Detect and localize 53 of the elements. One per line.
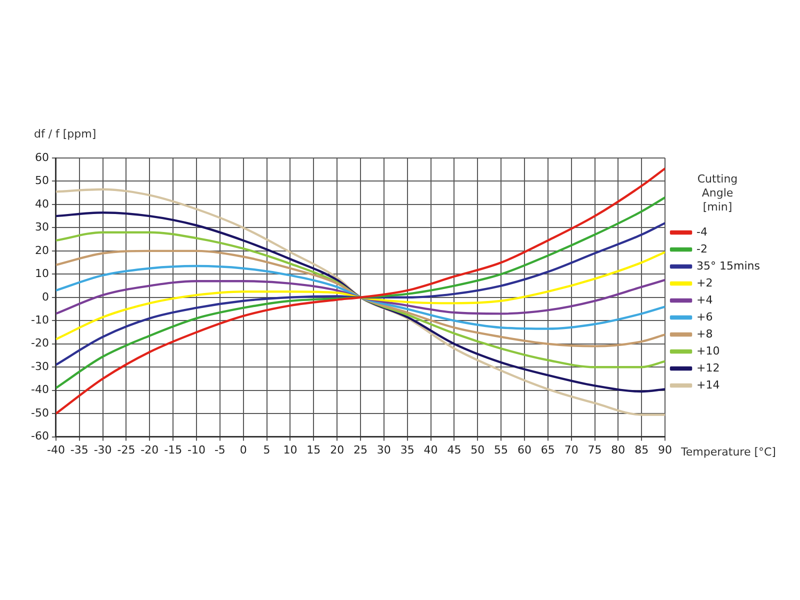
x-tick-label: 10	[283, 443, 298, 456]
x-tick-label: 35	[400, 443, 414, 456]
legend-title: Cutting Angle [min]	[697, 172, 738, 214]
x-tick-label: 70	[564, 443, 578, 456]
x-tick-label: 40	[424, 443, 438, 456]
y-tick-label: -20	[31, 336, 49, 350]
x-tick-label: -5	[214, 443, 226, 456]
x-tick-label: 50	[470, 443, 485, 456]
x-tick-label: 30	[376, 443, 391, 456]
y-tick-label: 10	[34, 267, 49, 280]
x-tick-label: 55	[494, 443, 508, 456]
y-tick-label: -10	[31, 313, 49, 326]
y-tick-label: 0	[42, 290, 49, 304]
legend-label: +12	[696, 361, 720, 374]
x-tick-label: 20	[330, 443, 344, 456]
y-tick-label: 50	[34, 174, 49, 188]
legend-label: +2	[696, 276, 713, 290]
legend-label: +6	[696, 310, 713, 324]
legend-label: -2	[696, 242, 708, 256]
x-tick-label: 65	[540, 443, 555, 456]
x-tick-label: 5	[263, 443, 270, 456]
legend-label: +14	[696, 378, 720, 392]
x-tick-label: -10	[188, 443, 206, 456]
x-tick-label: 80	[611, 443, 626, 456]
x-tick-label: 90	[658, 443, 672, 456]
legend-label: +10	[696, 344, 720, 358]
x-tick-label: -35	[70, 443, 88, 456]
y-tick-label: -50	[31, 406, 49, 420]
y-tick-label: 40	[34, 197, 49, 210]
y-tick-label: -40	[31, 383, 49, 396]
legend-label: +4	[696, 293, 713, 306]
x-tick-label: 25	[354, 443, 368, 456]
legend-label: -4	[696, 225, 708, 238]
legend-label: 35° 15mins	[696, 259, 760, 272]
y-tick-label: 60	[34, 150, 49, 164]
x-tick-label: -20	[140, 443, 159, 456]
x-tick-label: -25	[117, 443, 136, 456]
x-tick-label: -30	[94, 443, 112, 456]
x-tick-label: 0	[240, 443, 247, 456]
x-tick-label: 45	[447, 443, 462, 456]
x-axis-title: Temperature [°C]	[680, 446, 776, 459]
x-tick-label: 15	[306, 443, 321, 456]
y-tick-label: -60	[31, 430, 49, 443]
legend-label: +8	[696, 327, 713, 340]
y-axis-title: df / f [ppm]	[34, 127, 96, 140]
x-tick-label: -15	[164, 443, 182, 456]
x-tick-label: -40	[46, 443, 65, 456]
x-tick-label: 60	[517, 443, 532, 456]
y-tick-label: 20	[34, 244, 49, 257]
y-tick-label: -30	[31, 360, 49, 373]
y-tick-label: 30	[34, 220, 49, 234]
x-tick-label: 75	[588, 443, 602, 456]
x-tick-label: 85	[634, 443, 649, 456]
